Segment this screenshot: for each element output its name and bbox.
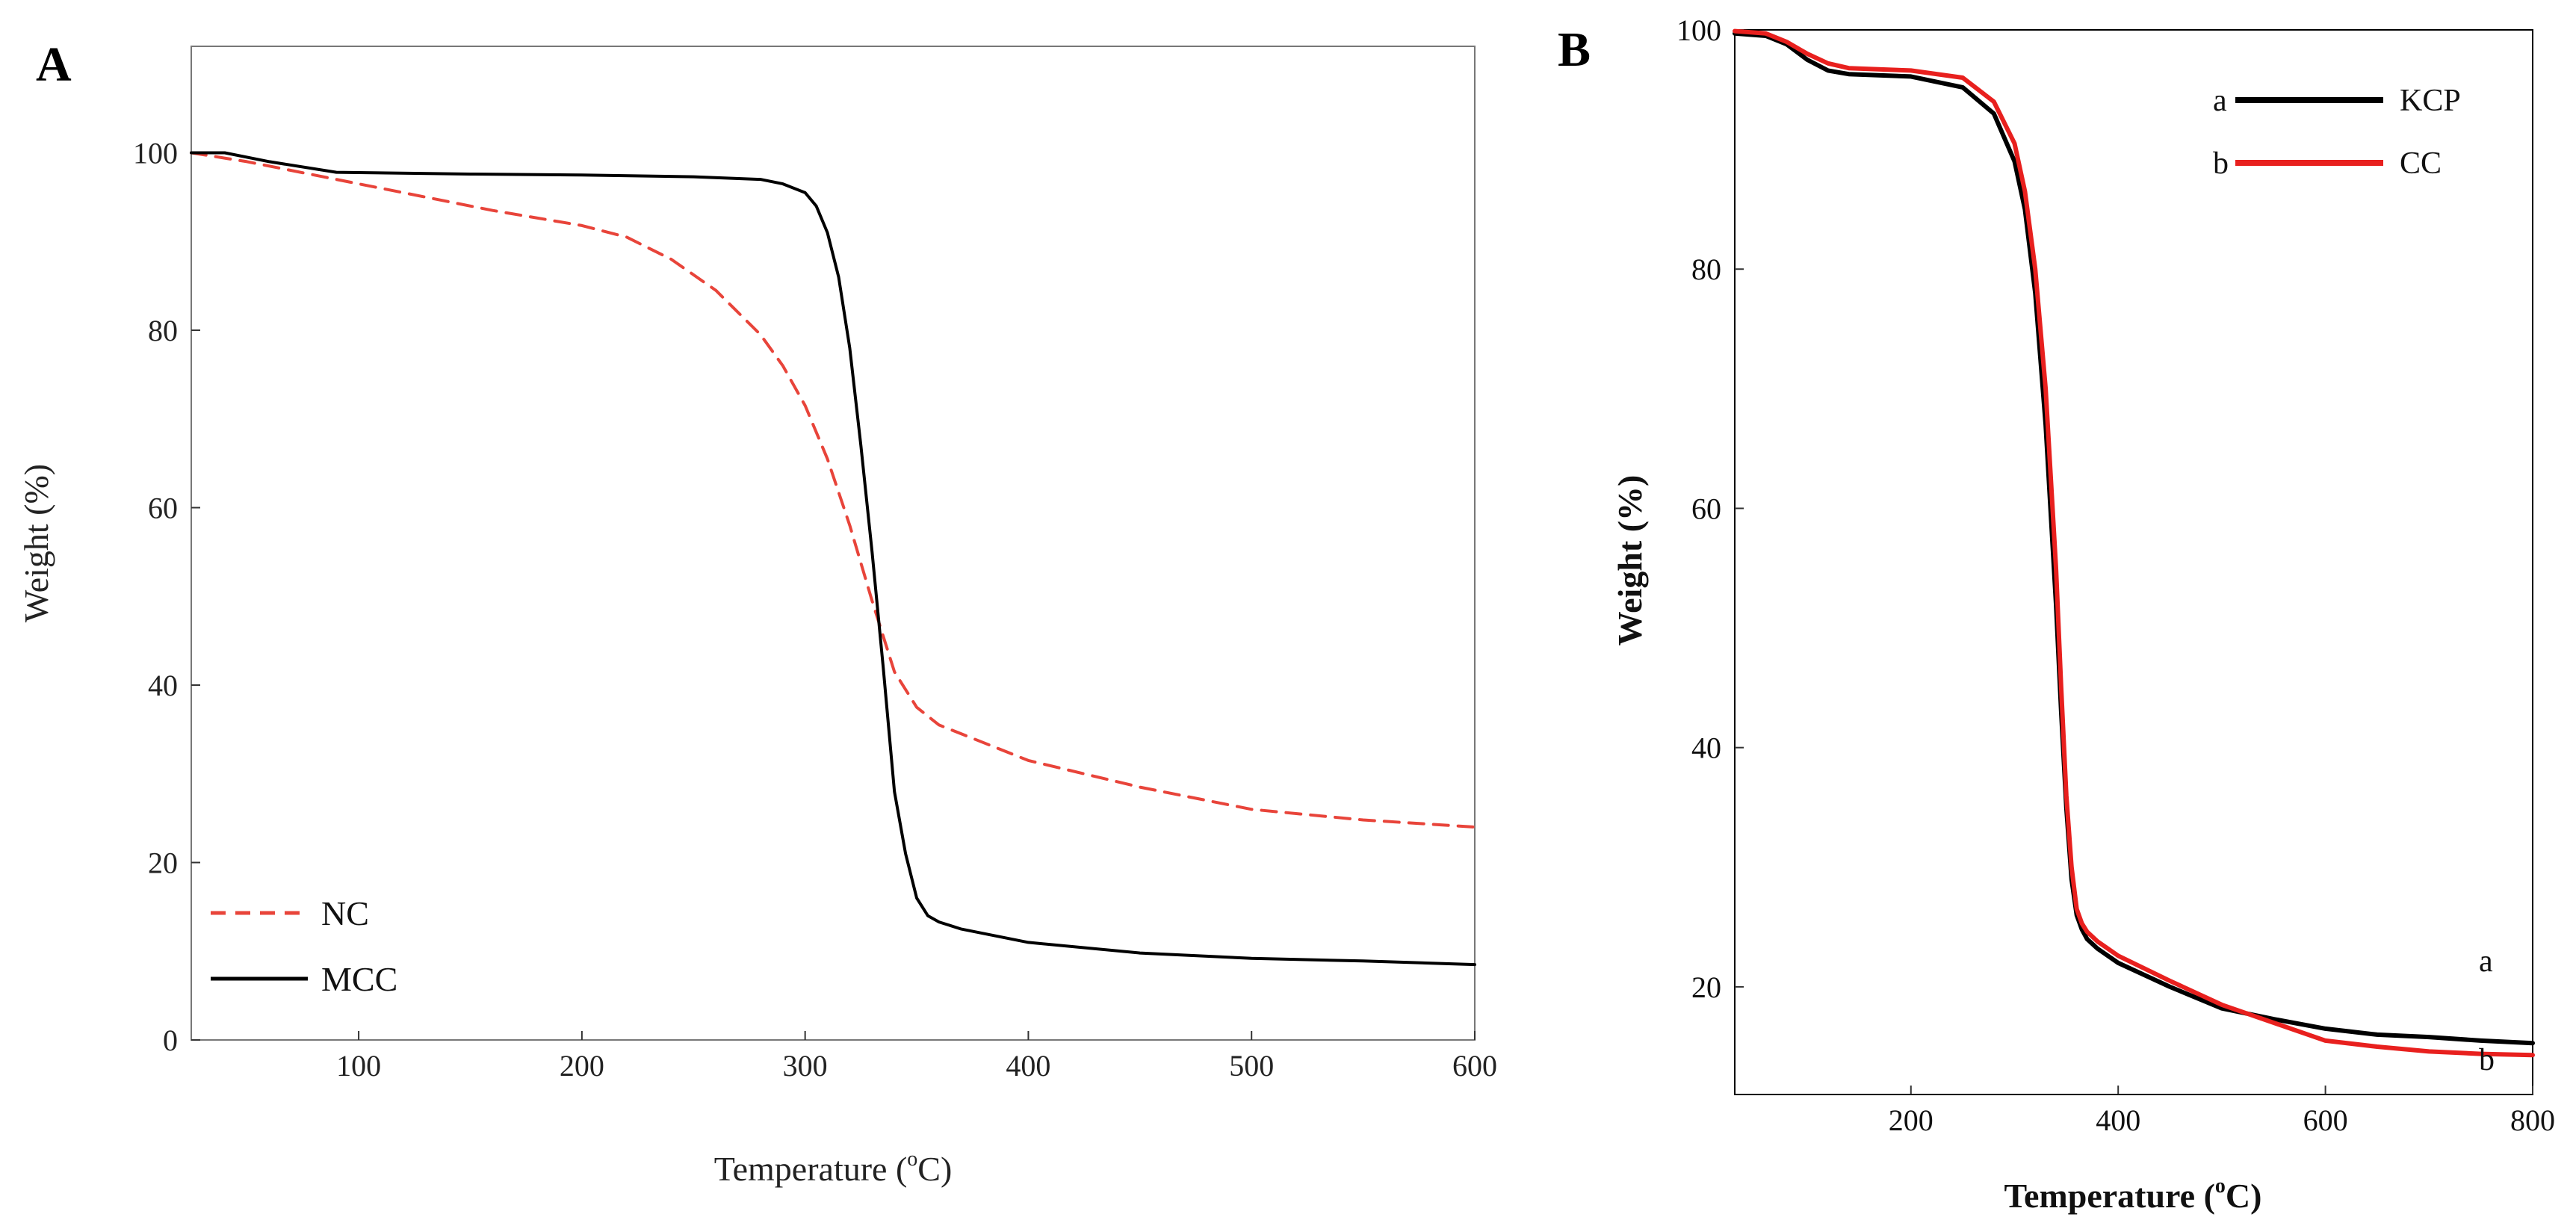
- x-tick-label-b-800: 800: [2510, 1103, 2555, 1137]
- plot-frame-b: [1734, 29, 2533, 1095]
- legend-b-cc-label: CC: [2400, 146, 2442, 181]
- y-tick-label-a-80: 80: [148, 314, 178, 347]
- y-tick-label-b-40: 40: [1691, 731, 1721, 765]
- y-tick-label-b-100: 100: [1676, 13, 1721, 47]
- y-tick-label-a-100: 100: [133, 137, 178, 170]
- x-tick-label-a-600: 600: [1452, 1049, 1497, 1083]
- x-axis-label-b: Temperature (oC): [2004, 1174, 2262, 1215]
- plot-frame-a: [191, 46, 1476, 1041]
- curve-end-label-b: b: [2479, 1043, 2495, 1077]
- x-tick-label-b-200: 200: [1889, 1103, 1933, 1137]
- y-tick-label-a-60: 60: [148, 492, 178, 525]
- x-tick-label-a-400: 400: [1006, 1049, 1050, 1083]
- chart-b: 200 400 600 800 20 40 60 80 100 Temperature (oC)…: [1611, 13, 2555, 1215]
- x-tick-label-a-300: 300: [783, 1049, 828, 1083]
- series-line-b-cc: [1733, 28, 2535, 1058]
- x-tick-label-b-600: 600: [2303, 1103, 2348, 1137]
- y-tick-label-a-0: 0: [163, 1024, 178, 1057]
- y-tick-label-a-40: 40: [148, 669, 178, 702]
- panel-label-b: B: [1558, 22, 1591, 77]
- legend-b: a KCP b CC: [2213, 84, 2461, 181]
- legend-b-b-letter: b: [2213, 146, 2229, 181]
- legend-a-nc-label: NC: [321, 894, 369, 932]
- y-tick-label-b-60: 60: [1691, 492, 1721, 525]
- x-tick-label-a-100: 100: [336, 1049, 381, 1083]
- y-tick-label-a-20: 20: [148, 846, 178, 880]
- series-line-a-mcc: [190, 151, 1476, 967]
- y-axis-label-b: Weight (%): [1611, 475, 1649, 646]
- x-tick-label-b-400: 400: [2096, 1103, 2140, 1137]
- panel-label-a: A: [36, 37, 72, 92]
- chart-a: 100 200 300 400 500 600 0 20 40 60 80 100 Temperatu…: [17, 46, 1497, 1188]
- series-line-a-nc: [190, 151, 1476, 829]
- legend-b-kcp-label: KCP: [2400, 84, 2461, 118]
- legend-a: NC MCC: [211, 894, 397, 998]
- legend-b-a-letter: a: [2213, 84, 2227, 118]
- x-tick-label-a-500: 500: [1229, 1049, 1274, 1083]
- legend-a-mcc-label: MCC: [321, 960, 397, 998]
- x-axis-label-a: Temperature (oC): [714, 1148, 953, 1188]
- y-tick-label-b-80: 80: [1691, 253, 1721, 286]
- curve-end-label-a: a: [2479, 944, 2493, 979]
- y-axis-label-a: Weight (%): [17, 464, 55, 622]
- y-tick-label-b-20: 20: [1691, 970, 1721, 1004]
- x-tick-label-a-200: 200: [560, 1049, 604, 1083]
